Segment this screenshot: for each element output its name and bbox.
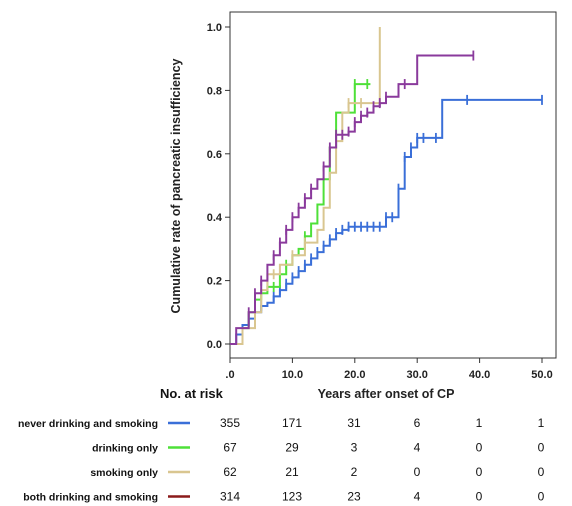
- x-tick-label: 30.0: [406, 369, 427, 381]
- risk-cell: 67: [223, 441, 237, 455]
- y-tick-label: 0.6: [207, 149, 222, 161]
- risk-cell: 0: [538, 441, 545, 455]
- risk-cell: 21: [285, 465, 299, 479]
- risk-cell: 2: [351, 465, 358, 479]
- x-axis-title: Years after onset of CP: [318, 387, 455, 401]
- x-tick-label: 50.0: [531, 369, 552, 381]
- risk-cell: 0: [476, 490, 483, 504]
- risk-cell: 0: [538, 490, 545, 504]
- x-tick-label: .0: [225, 369, 234, 381]
- y-tick-label: 1.0: [207, 22, 222, 34]
- x-tick-label: 20.0: [344, 369, 365, 381]
- risk-cell: 0: [538, 465, 545, 479]
- y-tick-label: 0.2: [207, 276, 222, 288]
- y-tick-label: 0.8: [207, 85, 222, 97]
- risk-cell: 0: [476, 465, 483, 479]
- risk-cell: 3: [351, 441, 358, 455]
- y-axis-title: Cumulative rate of pancreatic insufficie…: [169, 58, 183, 313]
- risk-cell: 171: [282, 416, 302, 430]
- x-tick-label: 10.0: [282, 369, 303, 381]
- risk-row-label: drinking only: [92, 443, 158, 455]
- risk-cell: 31: [347, 416, 361, 430]
- risk-cell: 355: [220, 416, 240, 430]
- risk-cell: 123: [282, 490, 302, 504]
- series-line: [230, 54, 474, 345]
- risk-cell: 23: [347, 490, 361, 504]
- risk-row-label: smoking only: [90, 467, 158, 479]
- risk-cell: 4: [414, 441, 421, 455]
- risk-table-heading: No. at risk: [160, 386, 224, 401]
- x-tick-label: 40.0: [469, 369, 490, 381]
- series-line: [230, 83, 371, 345]
- risk-row-label: never drinking and smoking: [18, 418, 158, 430]
- risk-cell: 314: [220, 490, 240, 504]
- y-tick-label: 0.4: [207, 212, 223, 224]
- plot-frame: [229, 11, 557, 359]
- series-line: [230, 27, 381, 345]
- risk-row-label: both drinking and smoking: [23, 492, 158, 504]
- series-1: [230, 79, 371, 345]
- risk-cell: 0: [476, 441, 483, 455]
- series-2: [230, 27, 381, 345]
- risk-cell: 1: [476, 416, 483, 430]
- series-3: [230, 50, 475, 345]
- risk-cell: 4: [414, 490, 421, 504]
- risk-cell: 29: [285, 441, 299, 455]
- risk-cell: 6: [414, 416, 421, 430]
- risk-cell: 0: [414, 465, 421, 479]
- risk-cell: 62: [223, 465, 237, 479]
- series-0: [230, 94, 543, 345]
- y-tick-label: 0.0: [207, 339, 222, 351]
- risk-cell: 1: [538, 416, 545, 430]
